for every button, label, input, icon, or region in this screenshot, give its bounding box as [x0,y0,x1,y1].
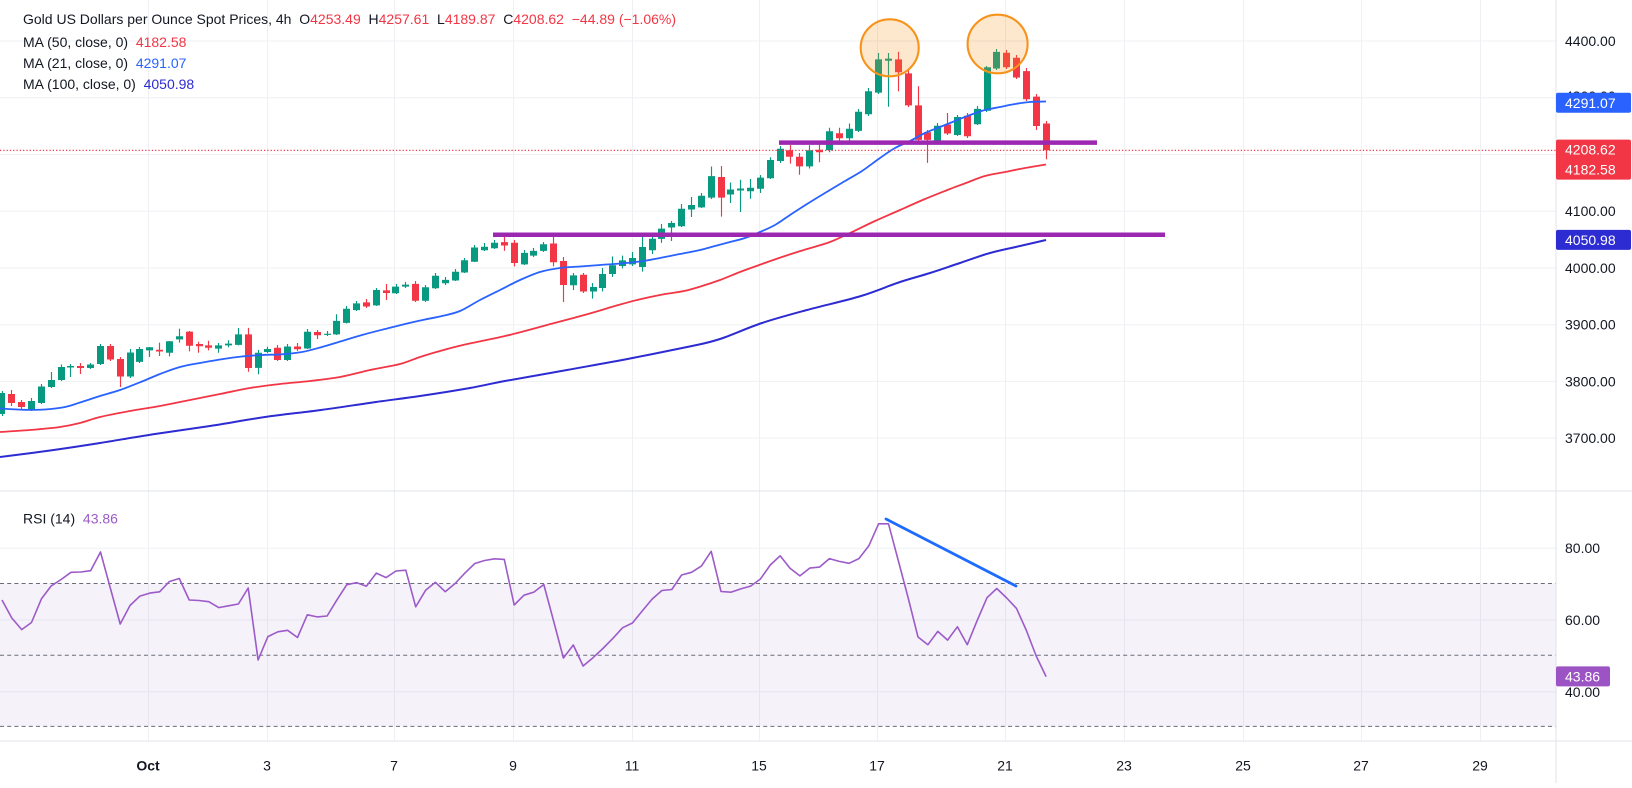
svg-text:7: 7 [390,758,398,774]
svg-text:60.00: 60.00 [1565,612,1600,628]
svg-text:4050.98: 4050.98 [1565,232,1616,248]
svg-text:4000.00: 4000.00 [1565,260,1616,276]
svg-text:Gold US Dollars per Ounce Spot: Gold US Dollars per Ounce Spot Prices, 4… [23,11,676,27]
svg-text:RSI (14) 43.86: RSI (14) 43.86 [23,511,118,527]
svg-text:15: 15 [751,758,767,774]
svg-text:3900.00: 3900.00 [1565,317,1616,333]
svg-text:80.00: 80.00 [1565,540,1600,556]
svg-text:17: 17 [869,758,885,774]
svg-text:4400.00: 4400.00 [1565,33,1616,49]
svg-text:4291.07: 4291.07 [1565,95,1616,111]
svg-text:MA (21, close, 0) 4291.07: MA (21, close, 0) 4291.07 [23,55,187,71]
svg-text:4208.62: 4208.62 [1565,142,1616,158]
svg-text:4100.00: 4100.00 [1565,203,1616,219]
svg-text:25: 25 [1235,758,1251,774]
svg-text:29: 29 [1472,758,1488,774]
svg-text:21: 21 [997,758,1013,774]
svg-text:3: 3 [263,758,271,774]
svg-text:40.00: 40.00 [1565,684,1600,700]
svg-text:43.86: 43.86 [1565,668,1600,684]
svg-text:9: 9 [509,758,517,774]
svg-text:11: 11 [625,758,640,774]
svg-text:MA (100, close, 0) 4050.98: MA (100, close, 0) 4050.98 [23,76,194,92]
svg-text:4182.58: 4182.58 [1565,162,1616,178]
svg-text:3800.00: 3800.00 [1565,373,1616,389]
svg-text:MA (50, close, 0) 4182.58: MA (50, close, 0) 4182.58 [23,34,187,50]
svg-text:23: 23 [1116,758,1132,774]
svg-text:27: 27 [1353,758,1369,774]
svg-text:Oct: Oct [136,758,160,774]
svg-text:3700.00: 3700.00 [1565,430,1616,446]
